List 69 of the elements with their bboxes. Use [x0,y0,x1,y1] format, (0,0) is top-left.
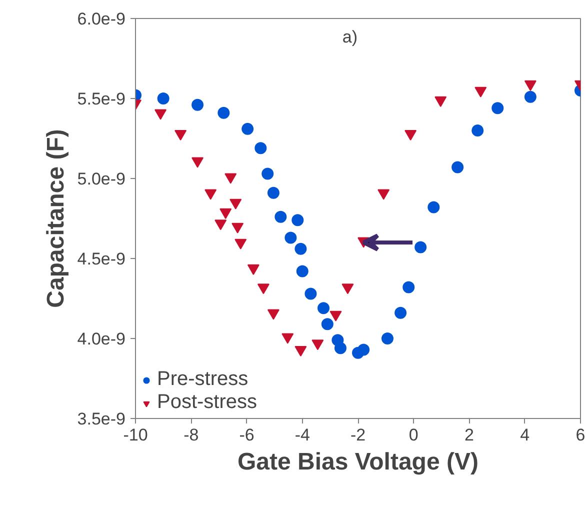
point [157,92,170,104]
point [378,189,390,200]
point [218,106,230,119]
annotation: a) [342,28,358,46]
point [474,86,487,98]
point [274,210,287,223]
x-tick-label: 4 [520,426,530,444]
point [220,208,232,219]
point [154,109,167,120]
legend-label: Post-stress [157,391,258,414]
point [304,288,317,300]
point [174,130,187,141]
point [267,309,280,320]
point [292,214,304,226]
x-tick-label: 2 [464,426,474,444]
point [428,201,440,214]
point [334,342,346,354]
point [402,281,415,294]
point [330,310,342,322]
point [404,130,417,141]
point [294,346,307,357]
point [232,222,244,234]
point [472,124,484,136]
y-tick-label: 5.0e-9 [77,170,126,188]
point [321,318,334,330]
point [434,96,447,107]
x-tick-label: -4 [294,426,310,444]
point [192,157,204,168]
point [294,242,307,255]
point [492,102,504,114]
point [296,265,308,278]
y-axis-title: Capacitance (F) [42,129,70,308]
point [524,80,536,91]
point [254,142,267,154]
point [318,302,330,314]
legend-label: Pre-stress [157,368,248,391]
x-tick-label: -2 [350,426,366,444]
y-tick-label: 4.5e-9 [77,250,126,268]
point [234,238,247,250]
point [224,173,237,184]
point [312,340,324,350]
y-tick-label: 6.0e-9 [77,10,126,28]
point [342,284,354,294]
x-tick-label: 6 [576,426,586,444]
point [230,198,242,210]
point [192,98,204,111]
point [452,161,464,174]
point [358,344,370,356]
y-tick-label: 4.0e-9 [77,330,126,348]
point [214,220,227,230]
point [381,332,394,344]
point [267,186,280,199]
x-tick-label: -6 [239,426,254,444]
x-axis-title: Gate Bias Voltage (V) [238,448,478,476]
point [414,241,427,254]
point [247,264,260,275]
point [282,333,294,344]
point [262,168,274,180]
y-tick-label: 3.5e-9 [77,410,126,428]
x-tick-label: -10 [123,426,148,444]
x-tick-label: -8 [184,426,199,444]
point [242,122,254,135]
x-tick-label: 0 [408,426,418,444]
y-tick-label: 5.5e-9 [77,90,126,108]
point [257,284,270,294]
point [394,306,407,319]
point [284,232,297,244]
point [524,90,536,103]
point [204,189,217,200]
